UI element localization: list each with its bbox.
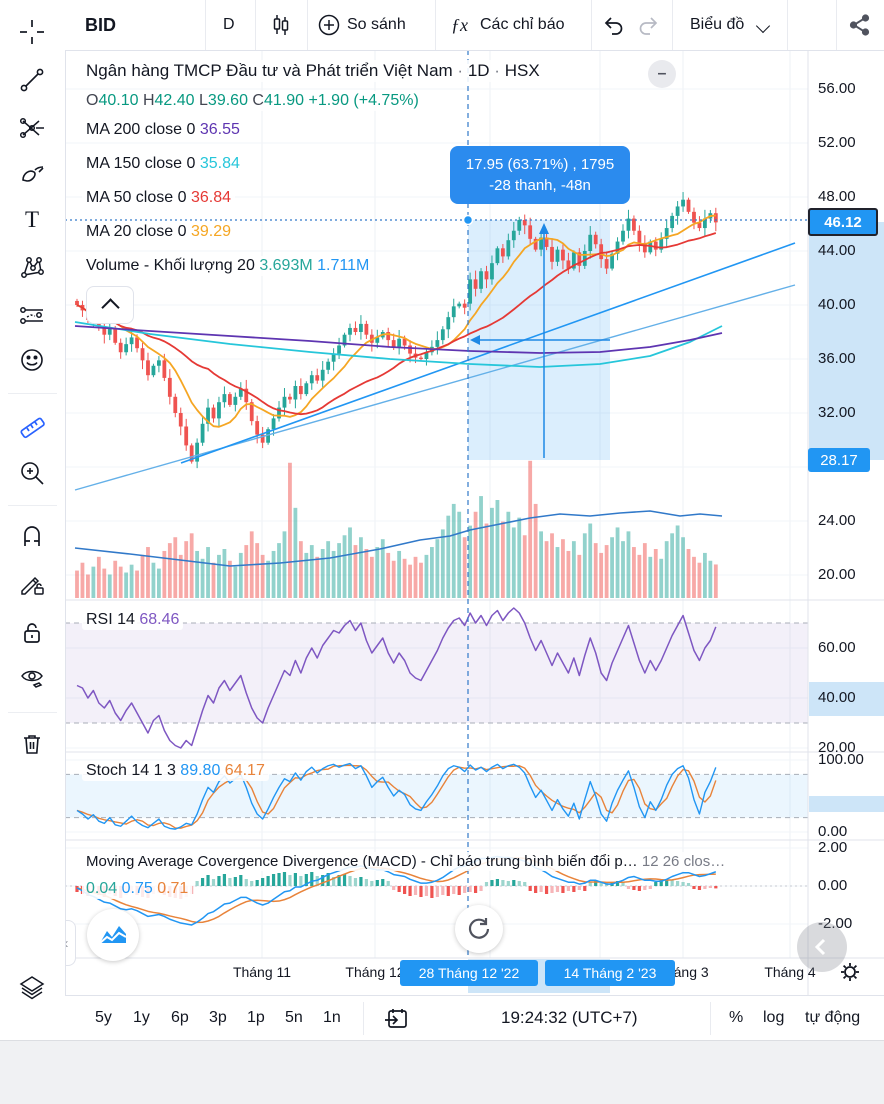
rsi-tick: 60.00 (818, 639, 856, 656)
measure-bars-count: -28 thanh, -48n (489, 177, 591, 194)
compare-plus-icon[interactable] (318, 14, 340, 36)
zoom-in-icon[interactable] (12, 453, 52, 493)
go-to-date-icon[interactable] (383, 1006, 409, 1032)
time-axis-settings-gear-icon[interactable] (838, 960, 862, 984)
top-toolbar: BID D So sánh ƒx Các chỉ báo Biểu đồ (65, 0, 884, 51)
gann-fibonacci-icon[interactable] (12, 108, 52, 148)
crosshair-price-label: 46.12 (808, 208, 878, 236)
price-tick: 40.00 (818, 296, 856, 313)
range-5y-button[interactable]: 5y (95, 1009, 112, 1026)
lock-icon[interactable] (12, 613, 52, 653)
rsi-legend[interactable]: RSI 14 68.46 (82, 610, 184, 630)
range-1n-button[interactable]: 1n (323, 1009, 341, 1026)
price-tick: 20.00 (818, 566, 856, 583)
legend-exchange: HSX (504, 61, 540, 80)
brush-icon[interactable] (12, 153, 52, 193)
price-tick: 48.00 (818, 188, 856, 205)
stay-drawing-mode-icon[interactable] (12, 565, 52, 605)
symbol-legend[interactable]: Ngân hàng TMCP Đầu tư và Phát triển Việt… (82, 60, 544, 82)
android-taskbar: BÁO MỚI Zalo b (0, 1040, 884, 1104)
price-tick: 56.00 (818, 80, 856, 97)
scroll-left-button[interactable] (797, 922, 847, 972)
log-scale-button[interactable]: log (763, 1009, 785, 1026)
crosshair-icon[interactable] (12, 12, 52, 52)
ma50-legend-row[interactable]: MA 50 close 0 36.84 (82, 188, 235, 208)
price-tick: 52.00 (818, 134, 856, 151)
ohlc-row: O40.10 H42.40 L39.60 C41.90 +1.90 (+4.75… (82, 91, 423, 111)
pattern-tool-icon[interactable] (12, 247, 52, 287)
auto-scale-button[interactable]: tự động (805, 1009, 861, 1026)
measure-date-label: 28 Tháng 12 '22 (400, 960, 538, 986)
chart-type-icon[interactable] (270, 14, 292, 36)
range-6p-button[interactable]: 6p (171, 1009, 189, 1026)
time-tick: Tháng 4 (764, 964, 816, 980)
macd-tick: 0.00 (818, 877, 848, 894)
emoji-icon[interactable] (12, 340, 52, 380)
clock-label[interactable]: 19:24:32 (UTC+7) (501, 1008, 638, 1027)
bottom-toolbar: 5y 1y 6p 3p 1p 5n 1n 19:24:32 (UTC+7) % … (65, 995, 884, 1041)
symbol-title: Ngân hàng TMCP Đầu tư và Phát triển Việt… (86, 61, 453, 80)
range-5n-button[interactable]: 5n (285, 1009, 303, 1026)
symbol-button[interactable]: BID (85, 15, 116, 35)
compare-button[interactable]: So sánh (347, 16, 406, 33)
ma150-legend-row[interactable]: MA 150 close 0 35.84 (82, 154, 244, 174)
price-tick: 44.00 (818, 242, 856, 259)
hide-drawings-icon[interactable] (12, 658, 52, 698)
undo-icon[interactable] (601, 13, 625, 37)
stoch-legend[interactable]: Stoch 14 1 3 89.80 64.17 (82, 761, 269, 781)
rsi-tick: 40.00 (818, 689, 856, 706)
redo-icon[interactable] (637, 13, 661, 37)
ma200-legend-row[interactable]: MA 200 close 0 36.55 (82, 120, 244, 140)
stoch-tick: 100.00 (818, 751, 864, 768)
time-tick: Tháng 11 (232, 964, 292, 980)
chevron-down-icon (755, 18, 771, 34)
object-tree-icon[interactable] (12, 968, 52, 1008)
ruler-measure-icon[interactable] (12, 405, 52, 445)
ma20-legend-row[interactable]: MA 20 close 0 39.29 (82, 222, 235, 242)
range-1p-button[interactable]: 1p (247, 1009, 265, 1026)
price-tick: 36.00 (818, 350, 856, 367)
legend-interval: 1D (467, 61, 490, 80)
fx-icon[interactable]: ƒx (451, 15, 468, 35)
remove-drawings-icon[interactable] (12, 724, 52, 764)
percent-scale-button[interactable]: % (729, 1009, 744, 1026)
measure-date-label: 14 Tháng 2 '23 (545, 960, 675, 986)
magnet-icon[interactable] (12, 517, 52, 557)
macd-values: 0.04 0.75 0.71 (82, 879, 193, 899)
price-tick: 24.00 (818, 512, 856, 529)
range-3p-button[interactable]: 3p (209, 1009, 227, 1026)
measure-tooltip: 17.95 (63.71%) , 1795 -28 thanh, -48n (450, 146, 630, 204)
prediction-measure-icon[interactable] (12, 295, 52, 335)
measure-price-label: 28.17 (808, 448, 870, 472)
macd-tick: -2.00 (818, 915, 853, 932)
text-tool-icon[interactable]: T (24, 207, 40, 232)
range-1y-button[interactable]: 1y (133, 1009, 150, 1026)
chart-watermark-logo[interactable] (87, 909, 139, 961)
indicators-button[interactable]: Các chỉ báo (480, 16, 565, 33)
price-tick: 32.00 (818, 404, 856, 421)
interval-button[interactable]: D (223, 16, 235, 33)
reset-chart-button[interactable] (455, 905, 503, 953)
drawing-toolbar: T (0, 0, 66, 1040)
time-tick: Tháng 12 (345, 964, 405, 980)
stoch-tick: 0.00 (818, 823, 848, 840)
trend-line-icon[interactable] (12, 60, 52, 100)
collapse-pane-button[interactable] (86, 286, 134, 324)
macd-legend[interactable]: Moving Average Covergence Divergence (MA… (82, 852, 730, 871)
volume-legend-row[interactable]: Volume - Khối lượng 20 3.693M 1.711M (82, 256, 374, 276)
collapse-legend-button[interactable]: – (648, 60, 676, 88)
macd-tick: 2.00 (818, 839, 848, 856)
measure-price-change: 17.95 (63.71%) , 1795 (465, 156, 615, 173)
chart-menu-button[interactable]: Biểu đồ (690, 16, 745, 33)
share-icon[interactable] (848, 13, 872, 37)
